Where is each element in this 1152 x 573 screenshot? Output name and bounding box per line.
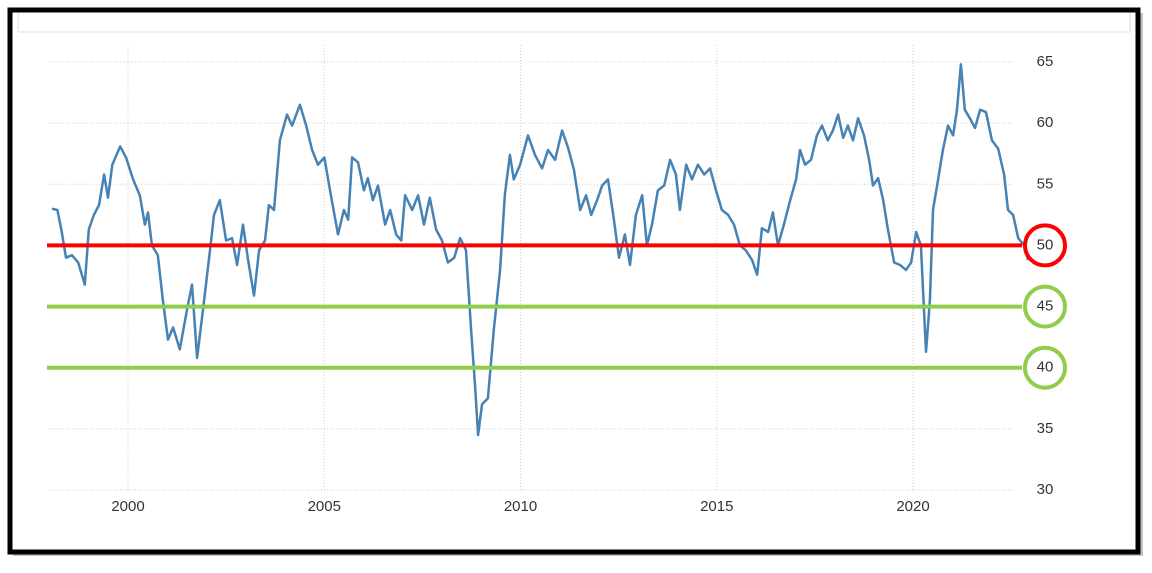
x-tick-label: 2000: [111, 498, 144, 515]
x-tick-label: 2010: [504, 498, 537, 515]
x-tick-label: 2005: [308, 498, 341, 515]
x-tick-label: 2015: [700, 498, 733, 515]
y-tick-label: 35: [1037, 420, 1054, 437]
y-tick-label: 55: [1037, 175, 1054, 192]
y-tick-label: 60: [1037, 114, 1054, 131]
y-tick-label: 65: [1037, 53, 1054, 70]
y-tick-label: 30: [1037, 481, 1054, 498]
reference-circle: [1023, 284, 1067, 329]
reference-circle: [1023, 345, 1067, 390]
reference-circle: [1023, 223, 1067, 268]
frame: [7, 7, 1141, 555]
data-line: [51, 63, 1030, 437]
y-tick-label: 45: [1037, 298, 1054, 315]
y-tick-label: 50: [1037, 236, 1054, 253]
y-tick-label: 40: [1037, 359, 1054, 376]
x-tick-label: 2020: [896, 498, 929, 515]
